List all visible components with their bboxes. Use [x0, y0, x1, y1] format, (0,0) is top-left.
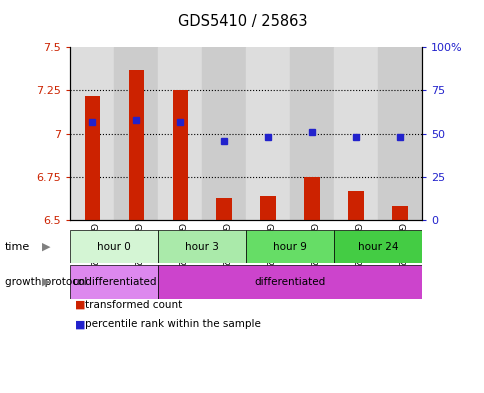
Bar	[304, 177, 319, 220]
Text: differentiated: differentiated	[254, 277, 325, 287]
Bar	[289, 47, 333, 220]
Bar	[245, 47, 289, 220]
Text: transformed count: transformed count	[85, 299, 182, 310]
Text: hour 24: hour 24	[357, 242, 397, 252]
Text: ■: ■	[75, 319, 86, 329]
Bar	[128, 70, 144, 220]
Text: hour 3: hour 3	[185, 242, 219, 252]
Bar	[260, 196, 275, 220]
Bar	[158, 47, 202, 220]
Text: undifferentiated: undifferentiated	[72, 277, 156, 287]
Bar	[70, 230, 158, 263]
Text: hour 9: hour 9	[272, 242, 306, 252]
Text: ▶: ▶	[42, 242, 50, 252]
Text: time: time	[5, 242, 30, 252]
Bar	[377, 47, 421, 220]
Bar	[158, 230, 245, 263]
Bar	[70, 47, 114, 220]
Text: ▶: ▶	[42, 277, 50, 287]
Bar	[392, 206, 407, 220]
Bar	[70, 265, 158, 299]
Bar	[114, 47, 158, 220]
Bar	[333, 230, 421, 263]
Text: GDS5410 / 25863: GDS5410 / 25863	[177, 14, 307, 29]
Text: growth protocol: growth protocol	[5, 277, 87, 287]
Bar	[202, 47, 245, 220]
Bar	[216, 198, 231, 220]
Text: hour 0: hour 0	[97, 242, 131, 252]
Bar	[348, 191, 363, 220]
Bar	[333, 47, 377, 220]
Bar	[172, 90, 187, 220]
Text: percentile rank within the sample: percentile rank within the sample	[85, 319, 260, 329]
Bar	[84, 95, 100, 220]
Text: ■: ■	[75, 299, 86, 310]
Bar	[245, 230, 333, 263]
Bar	[158, 265, 421, 299]
